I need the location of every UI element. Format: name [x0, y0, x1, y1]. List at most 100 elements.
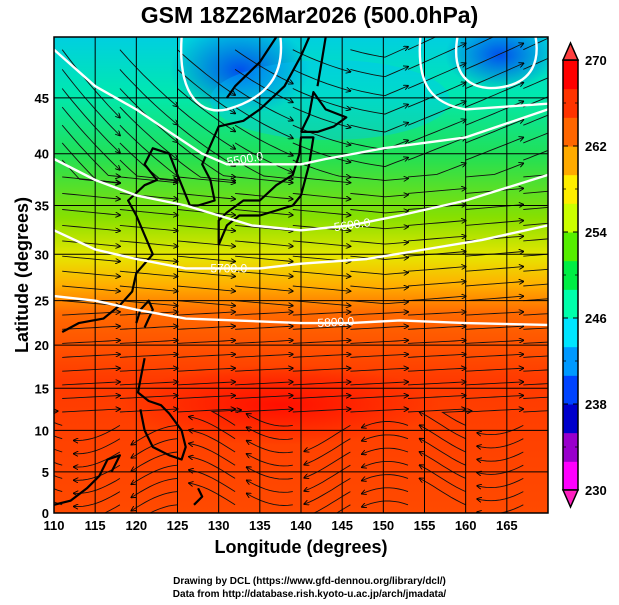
- y-axis-label: Latitude (degrees): [12, 196, 32, 354]
- streamline: [247, 480, 293, 493]
- streamline: [119, 192, 178, 199]
- streamline: [523, 132, 548, 144]
- streamline: [465, 163, 524, 178]
- streamline: [177, 340, 236, 344]
- streamline: [523, 355, 548, 358]
- streamline: [523, 410, 548, 413]
- streamline: [235, 409, 293, 413]
- x-tick-label: 110: [44, 518, 65, 533]
- streamline: [292, 368, 351, 372]
- streamline: [292, 68, 351, 91]
- streamline: [465, 312, 524, 316]
- coastline-segment: [217, 136, 315, 246]
- x-axis-ticks: 110 115 120 125 130 135 140 145 150 155 160 165: [44, 518, 518, 533]
- streamline: [62, 409, 120, 413]
- cold-trough-east: [445, 37, 548, 90]
- streamline: [62, 354, 120, 358]
- streamline: [119, 124, 178, 176]
- streamline: [177, 192, 236, 199]
- streamline: [407, 326, 466, 330]
- streamline: [119, 396, 178, 399]
- streamline: [523, 253, 548, 257]
- streamline: [350, 105, 408, 115]
- x-tick-label: 135: [249, 518, 271, 533]
- streamline: [465, 382, 524, 386]
- y-tick-label: 10: [35, 423, 49, 438]
- streamline: [477, 424, 524, 434]
- streamline: [235, 354, 293, 358]
- streamline: [407, 83, 466, 108]
- streamline: [465, 221, 524, 226]
- coastline-segment: [300, 91, 348, 133]
- streamline: [62, 270, 120, 276]
- streamline: [350, 396, 408, 399]
- streamline: [350, 241, 408, 244]
- x-tick-label: 165: [496, 518, 518, 533]
- streamline: [61, 124, 120, 176]
- streamline: [407, 282, 466, 287]
- streamline: [235, 368, 293, 372]
- streamline: [119, 312, 178, 316]
- plot-frame: [53, 36, 549, 514]
- y-tick-label: 0: [42, 506, 49, 521]
- streamline: [235, 326, 293, 330]
- streamline: [350, 354, 408, 358]
- streamline: [465, 137, 524, 161]
- x-tick-label: 115: [85, 518, 106, 533]
- x-tick-label: 155: [414, 518, 436, 533]
- coastline: [54, 37, 348, 506]
- streamline: [62, 240, 120, 246]
- streamline: [235, 270, 293, 276]
- streamline: [523, 96, 548, 108]
- height-contour: [54, 224, 548, 270]
- streamline: [523, 149, 548, 161]
- streamline: [247, 441, 293, 454]
- streamline: [407, 267, 466, 272]
- streamline: [177, 159, 236, 181]
- streamline: [149, 504, 178, 513]
- streamline: [350, 382, 408, 386]
- streamline: [62, 340, 120, 344]
- streamline: [523, 268, 548, 272]
- streamline: [177, 69, 236, 113]
- streamline: [62, 382, 120, 386]
- streamline: [465, 340, 524, 344]
- streamline: [350, 67, 408, 78]
- colorbar: 270 262 254 246 238 230: [561, 41, 607, 509]
- streamline: [119, 285, 178, 291]
- streamline: [177, 409, 236, 413]
- streamline: [350, 286, 408, 289]
- streamline: [465, 326, 524, 330]
- streamline: [61, 49, 120, 118]
- coastline-segment: [193, 487, 204, 506]
- chart-title: GSM 18Z26Mar2026 (500.0hPa): [140, 2, 479, 28]
- y-tick-label: 40: [35, 147, 49, 162]
- streamline: [304, 478, 351, 504]
- streamline: [235, 240, 293, 246]
- streamline: [119, 106, 178, 159]
- streamline: [131, 438, 178, 458]
- streamline: [292, 209, 351, 216]
- streamline: [235, 285, 293, 291]
- x-tick-label: 130: [208, 518, 230, 533]
- streamline: [131, 477, 178, 497]
- streamline: [119, 159, 178, 180]
- colorbar-tick-label: 230: [585, 483, 607, 498]
- streamline: [523, 283, 548, 287]
- streamline: [177, 49, 236, 95]
- streamline: [465, 396, 524, 399]
- colorbar-segment: [563, 232, 578, 262]
- streamline: [235, 224, 293, 230]
- credit-data-source: Data from http://database.rish.kyoto-u.a…: [172, 589, 447, 600]
- gridlines: [54, 37, 548, 513]
- streamline: [131, 451, 178, 471]
- streamline: [62, 192, 120, 199]
- contour-east-arc: [418, 37, 548, 111]
- streamline: [62, 224, 120, 230]
- streamline: [477, 477, 524, 487]
- streamline: [523, 396, 548, 399]
- streamline: [74, 451, 121, 467]
- streamline: [177, 396, 236, 399]
- streamline: [292, 270, 351, 276]
- streamline: [420, 465, 466, 493]
